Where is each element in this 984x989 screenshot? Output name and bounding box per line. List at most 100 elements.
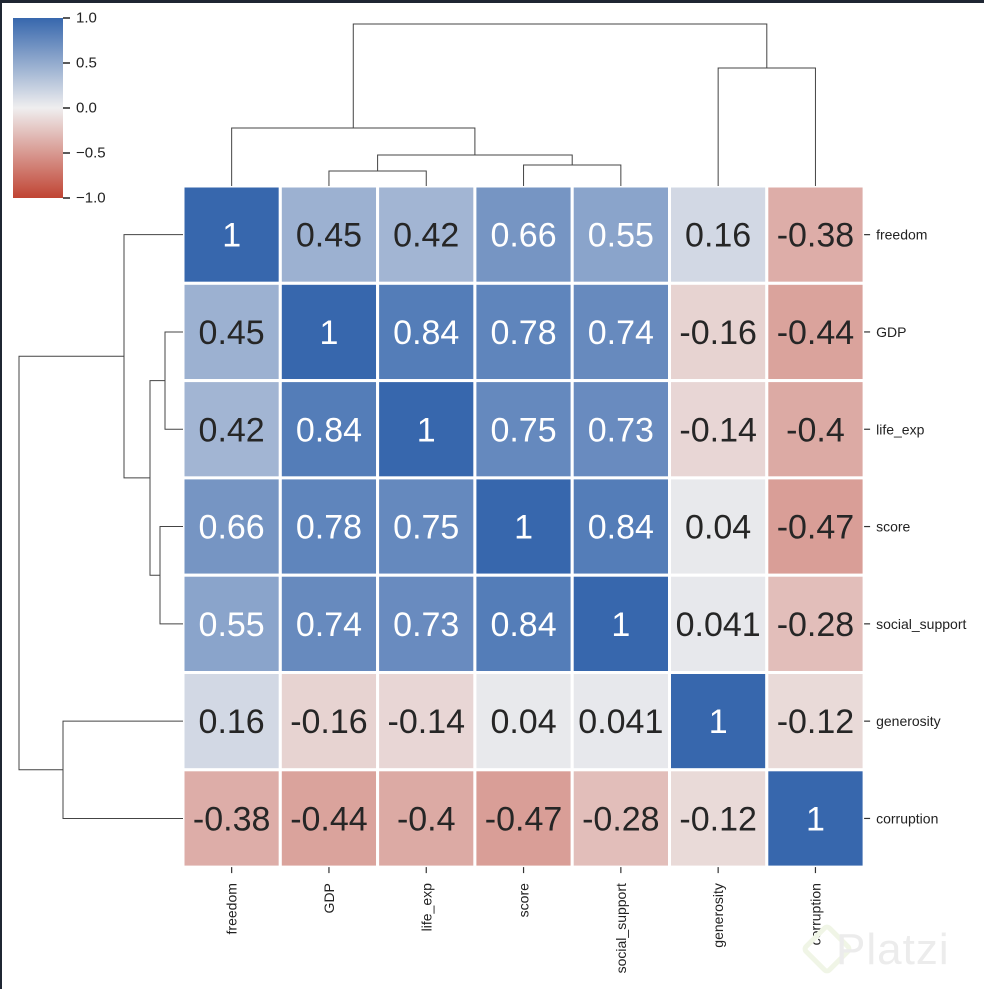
heatmap-cell xyxy=(473,671,574,772)
cell-annotation: 1 xyxy=(514,509,533,547)
column-dendrogram-link xyxy=(352,23,768,128)
row-dendrogram-link xyxy=(149,380,165,576)
cell-annotation: -0.14 xyxy=(679,411,757,449)
heatmap-cell xyxy=(570,379,672,480)
cell-annotation: 1 xyxy=(611,606,630,644)
column-dendrogram-link xyxy=(523,164,622,186)
heatmap-cell xyxy=(181,281,282,383)
row-label: social_support xyxy=(876,616,966,632)
cell-annotation: -0.47 xyxy=(777,509,855,547)
heatmap-cell xyxy=(376,281,477,383)
heatmap-cell xyxy=(765,379,866,480)
cell-annotation: 0.84 xyxy=(296,411,362,449)
cell-annotation: 0.42 xyxy=(199,411,265,449)
heatmap-cell xyxy=(278,573,380,675)
cell-annotation: 0.45 xyxy=(199,314,265,352)
colorbar-tick-label: −0.5 xyxy=(76,145,106,162)
cell-annotation: 0.73 xyxy=(393,606,459,644)
row-label: generosity xyxy=(876,713,941,729)
row-label: score xyxy=(876,519,910,535)
colorbar-tick-label: 1.0 xyxy=(76,10,97,27)
cell-annotation: 1 xyxy=(806,800,825,838)
row-dendrogram-link xyxy=(164,331,183,430)
cell-annotation: 0.04 xyxy=(685,509,751,547)
cell-annotation: -0.12 xyxy=(679,800,757,838)
row-label: freedom xyxy=(876,227,927,243)
column-label: GDP xyxy=(321,883,337,913)
cell-annotation: -0.12 xyxy=(777,703,855,741)
cell-annotation: 0.74 xyxy=(588,314,654,352)
cell-annotation: 0.78 xyxy=(490,314,556,352)
cell-annotation: -0.38 xyxy=(777,217,855,255)
cell-annotation: -0.28 xyxy=(777,606,855,644)
heatmap-cell xyxy=(278,476,380,577)
cell-annotation: 0.74 xyxy=(296,606,362,644)
heatmap-cell xyxy=(278,379,380,480)
cell-annotation: -0.28 xyxy=(582,800,660,838)
column-label: freedom xyxy=(224,883,240,934)
heatmap-cell xyxy=(181,573,282,675)
cell-annotation: 0.78 xyxy=(296,509,362,547)
row-dendrogram-link xyxy=(18,355,124,771)
column-label: score xyxy=(516,883,532,917)
row-dendrogram-link xyxy=(123,234,183,479)
watermark: Platzi xyxy=(836,925,950,974)
cell-annotation: -0.38 xyxy=(193,800,271,838)
column-dendrogram-link xyxy=(328,170,427,186)
cell-annotation: -0.14 xyxy=(388,703,466,741)
cell-annotation: 0.84 xyxy=(393,314,459,352)
cell-annotation: 0.55 xyxy=(588,217,654,255)
cell-annotation: 0.73 xyxy=(588,411,654,449)
cell-annotation: 0.16 xyxy=(685,217,751,255)
column-dendrogram-link xyxy=(717,67,816,186)
cell-annotation: -0.47 xyxy=(485,800,563,838)
column-dendrogram-link xyxy=(377,154,573,171)
heatmap-cell xyxy=(278,768,380,869)
cell-annotation: 0.041 xyxy=(676,606,761,644)
cell-annotation: 0.75 xyxy=(393,509,459,547)
cell-annotation: -0.44 xyxy=(777,314,855,352)
cell-annotation: 0.04 xyxy=(490,703,556,741)
cell-annotation: 1 xyxy=(417,411,436,449)
heatmap-cell xyxy=(376,379,477,480)
column-label: social_support xyxy=(613,883,629,973)
heatmap-cell xyxy=(765,281,866,383)
colorbar-tick-label: −1.0 xyxy=(76,190,106,207)
cell-annotation: 0.45 xyxy=(296,217,362,255)
cell-annotation: 1 xyxy=(222,217,241,255)
cell-annotation: 0.84 xyxy=(588,509,654,547)
cell-annotation: -0.16 xyxy=(290,703,368,741)
cell-annotation: -0.44 xyxy=(290,800,368,838)
cell-annotation: 0.16 xyxy=(199,703,265,741)
column-label: generosity xyxy=(710,883,726,948)
heatmap-cell xyxy=(473,768,574,869)
column-label: life_exp xyxy=(418,883,434,931)
cell-annotation: -0.4 xyxy=(397,800,456,838)
colorbar xyxy=(13,18,63,198)
cell-annotation: 1 xyxy=(319,314,338,352)
heatmap-cell xyxy=(668,476,769,577)
heatmap-cell xyxy=(668,768,769,869)
heatmap-cell xyxy=(376,573,477,675)
row-dendrogram-link xyxy=(159,526,183,625)
cell-annotation: 0.55 xyxy=(199,606,265,644)
cell-annotation: -0.4 xyxy=(786,411,845,449)
cell-annotation: 1 xyxy=(709,703,728,741)
cell-annotation: 0.75 xyxy=(490,411,556,449)
row-label: GDP xyxy=(876,324,906,340)
row-label: life_exp xyxy=(876,421,924,437)
cell-annotation: 0.041 xyxy=(578,703,663,741)
heatmap-cell xyxy=(570,281,672,383)
row-dendrogram-link xyxy=(62,720,183,819)
column-label: corruption xyxy=(807,883,823,945)
colorbar-tick-label: 0.0 xyxy=(76,100,97,117)
cell-annotation: 0.84 xyxy=(490,606,556,644)
row-label: corruption xyxy=(876,810,938,826)
heatmap-cell xyxy=(570,476,672,577)
colorbar-tick-label: 0.5 xyxy=(76,55,97,72)
cell-annotation: 0.66 xyxy=(199,509,265,547)
cell-annotation: 0.42 xyxy=(393,217,459,255)
cell-annotation: 0.66 xyxy=(490,217,556,255)
